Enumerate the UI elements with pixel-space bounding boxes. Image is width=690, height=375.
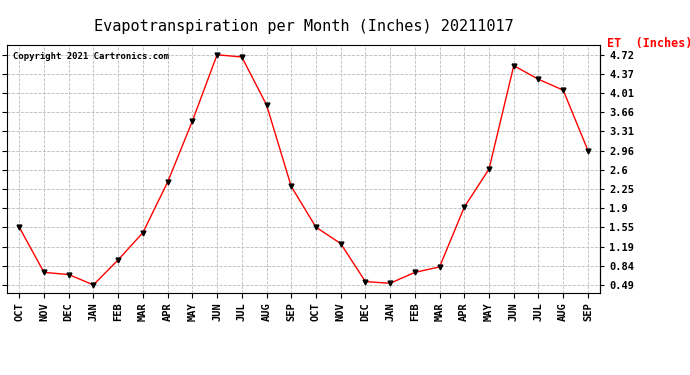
- Text: ET  (Inches): ET (Inches): [607, 38, 690, 51]
- Text: Copyright 2021 Cartronics.com: Copyright 2021 Cartronics.com: [13, 53, 169, 62]
- Text: Evapotranspiration per Month (Inches) 20211017: Evapotranspiration per Month (Inches) 20…: [94, 19, 513, 34]
